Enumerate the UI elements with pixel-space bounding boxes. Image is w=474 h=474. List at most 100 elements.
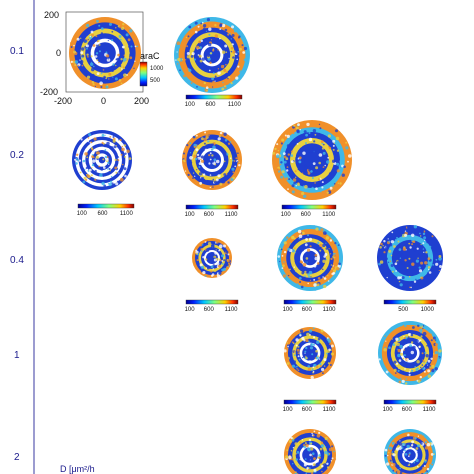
colony-speckle [412, 345, 416, 350]
colony-speckle [175, 59, 177, 61]
colony-speckle [386, 366, 390, 370]
colony-speckle [223, 267, 227, 271]
colony-speckle [136, 45, 139, 48]
colony-speckle [305, 357, 308, 360]
colony-speckle [122, 57, 127, 62]
colony-speckle [204, 275, 207, 277]
colony-speckle [279, 163, 282, 166]
colony-speckle [418, 464, 421, 467]
colony-speckle [435, 258, 438, 261]
colony-speckle [73, 50, 77, 54]
colony-speckle [323, 154, 327, 158]
colony-speckle [186, 55, 191, 59]
colony-speckle [310, 447, 314, 451]
colony-speckle [214, 80, 216, 82]
colony-speckle [100, 27, 104, 31]
colony-speckle [103, 166, 106, 169]
colony-speckle [435, 262, 439, 266]
colony-speckle [307, 273, 310, 276]
colony-speckle [290, 436, 293, 440]
colony-speckle [76, 37, 80, 41]
colony-speckle [226, 82, 229, 85]
colony-speckle [115, 182, 119, 186]
row-label-1: 0.2 [10, 150, 24, 161]
colony-speckle [394, 450, 397, 453]
colony-speckle [408, 458, 411, 462]
colony-speckle [102, 69, 105, 71]
colony-speckle [388, 451, 390, 454]
colony-speckle [86, 75, 91, 79]
colony-speckle [192, 177, 194, 180]
colony-speckle [321, 142, 324, 145]
colony-speckle [177, 46, 181, 49]
colony-speckle [325, 242, 327, 244]
colony-speckle [431, 235, 434, 238]
colony-speckle [213, 268, 217, 272]
colony-speckle [229, 263, 232, 265]
colony-speckle [104, 76, 107, 79]
colony-speckle [103, 144, 106, 147]
colony-speckle [198, 172, 203, 176]
colony-speckle [189, 161, 193, 165]
colony-speckle [75, 162, 78, 165]
colony-speckle [310, 375, 314, 380]
colony-speckle [98, 44, 101, 46]
colony-speckle [319, 363, 322, 366]
colony-speckle [395, 238, 397, 241]
colony-speckle [290, 160, 294, 164]
colony-speckle [305, 257, 309, 260]
colony-speckle [110, 175, 113, 178]
colony-speckle [192, 135, 196, 139]
colony-speckle [432, 336, 436, 340]
colony-speckle [429, 245, 432, 248]
colony-speckle [290, 154, 294, 157]
colony-speckle [410, 273, 414, 276]
colorbar [281, 204, 337, 210]
colony-speckle [323, 231, 327, 235]
colony-speckle [243, 58, 247, 62]
colony-speckle [310, 442, 313, 445]
colony-speckle [99, 81, 103, 86]
colony-speckle [329, 364, 332, 366]
colorbar-tick: 600 [302, 307, 313, 313]
colony-speckle [124, 174, 127, 178]
colony-speckle [397, 276, 401, 280]
colony-speckle [289, 358, 293, 362]
colony-speckle [280, 161, 283, 164]
colony-speckle [383, 348, 387, 352]
colony-speckle [409, 246, 412, 249]
colony-speckle [70, 60, 73, 64]
colony-speckle [217, 71, 221, 75]
colony-speckle [82, 163, 87, 168]
colony-speckle [417, 435, 420, 437]
colony-speckle [426, 467, 430, 471]
colony-speckle [397, 353, 401, 358]
colony-speckle [307, 130, 309, 132]
colony-speckle [109, 22, 112, 26]
colony-speckle [307, 365, 311, 368]
colony-speckle [117, 53, 120, 57]
colony-speckle [213, 53, 217, 57]
colony-speckle [208, 162, 211, 165]
colony-speckle [200, 22, 203, 25]
colony-speckle [400, 252, 403, 255]
colony-speckle [230, 50, 233, 53]
colony-speckle [193, 58, 196, 61]
colony-speckle [420, 229, 424, 233]
colony-speckle [325, 236, 330, 240]
colony-speckle [285, 177, 289, 181]
colony-speckle [86, 47, 88, 50]
colony-speckle [296, 143, 299, 145]
colony-speckle [91, 155, 94, 158]
colony-speckle [289, 240, 291, 242]
colony-speckle [416, 247, 419, 250]
colony-speckle [223, 244, 226, 248]
colony-speckle [212, 72, 215, 75]
colony-speckle [417, 465, 419, 468]
colony-speckle [419, 232, 421, 235]
colony-speckle [305, 238, 308, 241]
colony-speckle [408, 257, 411, 260]
colony-speckle [419, 434, 423, 438]
colony-speckle [196, 65, 198, 68]
colony-speckle [408, 455, 410, 458]
